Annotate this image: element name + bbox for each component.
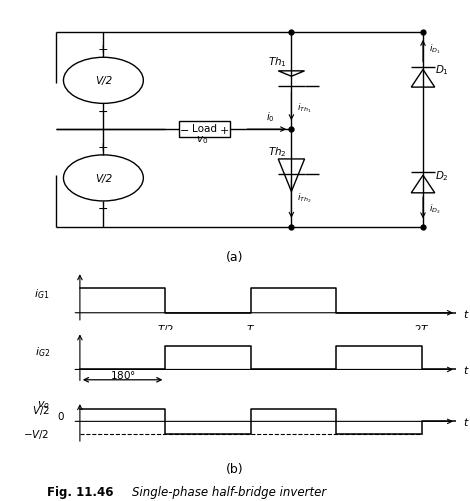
Text: (b): (b): [226, 462, 244, 475]
Text: $D_2$: $D_2$: [435, 169, 448, 183]
Text: $D_1$: $D_1$: [435, 64, 449, 77]
Text: V/2: V/2: [95, 76, 112, 86]
Text: −: −: [98, 106, 109, 118]
Text: $i_{G2}$: $i_{G2}$: [35, 345, 50, 358]
Text: (a): (a): [226, 250, 244, 264]
Text: +: +: [98, 141, 109, 154]
Text: $2T$: $2T$: [414, 323, 430, 335]
Text: $v_o$: $v_o$: [37, 398, 50, 410]
Text: $T$: $T$: [246, 323, 255, 335]
Text: $i_{Th_1}$: $i_{Th_1}$: [297, 102, 312, 115]
Text: $v_0$: $v_0$: [196, 134, 208, 146]
Text: $V/2$: $V/2$: [32, 403, 50, 416]
Text: Load: Load: [192, 124, 217, 133]
Text: −: −: [180, 125, 189, 135]
Text: $Th_2$: $Th_2$: [268, 145, 287, 158]
Text: $i_{G1}$: $i_{G1}$: [34, 286, 50, 300]
Text: $i_{D_1}$: $i_{D_1}$: [429, 42, 440, 56]
Text: $i_0$: $i_0$: [266, 110, 274, 124]
Text: +: +: [219, 125, 229, 135]
Text: $-V/2$: $-V/2$: [24, 427, 50, 440]
Text: $0$: $0$: [57, 409, 65, 421]
Text: $i_{D_2}$: $i_{D_2}$: [429, 201, 440, 215]
Text: $T/2$: $T/2$: [157, 323, 174, 336]
Text: +: +: [98, 43, 109, 56]
Text: $t$: $t$: [463, 415, 470, 427]
Text: $180°$: $180°$: [110, 369, 136, 381]
Text: $t$: $t$: [463, 307, 470, 319]
Text: $t$: $t$: [463, 364, 470, 376]
Text: −: −: [98, 203, 109, 216]
Text: $i_{Th_2}$: $i_{Th_2}$: [297, 191, 312, 205]
Text: Single-phase half-bridge inverter: Single-phase half-bridge inverter: [132, 485, 326, 498]
Text: V/2: V/2: [95, 173, 112, 183]
Text: $Th_1$: $Th_1$: [268, 55, 287, 69]
Text: Fig. 11.46: Fig. 11.46: [47, 485, 113, 498]
